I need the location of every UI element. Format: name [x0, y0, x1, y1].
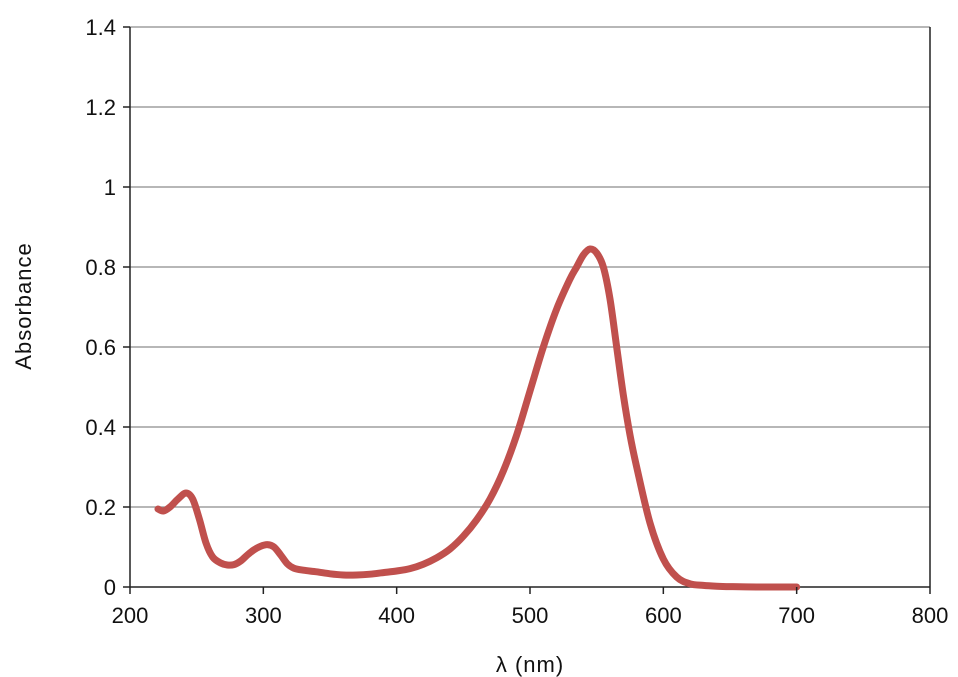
y-tick-label: 0.6 [85, 335, 116, 360]
y-tick-label: 0.4 [85, 415, 116, 440]
x-axis-label: λ (nm) [496, 652, 564, 677]
x-tick-label: 700 [778, 603, 815, 628]
y-tick-label: 1.2 [85, 95, 116, 120]
x-tick-label: 300 [245, 603, 282, 628]
y-tick-label: 1.4 [85, 15, 116, 40]
x-tick-label: 600 [645, 603, 682, 628]
y-tick-label: 1 [104, 175, 116, 200]
y-tick-label: 0.8 [85, 255, 116, 280]
y-tick-label: 0 [104, 575, 116, 600]
y-tick-label: 0.2 [85, 495, 116, 520]
grid-layer [130, 26, 930, 508]
label-layer: λ (nm) Absorbance [11, 242, 564, 677]
series-layer [154, 245, 801, 591]
x-tick-label: 800 [912, 603, 949, 628]
tick-layer: 0 0.2 0.4 0.6 0.8 1 1.2 1.4 200 300 400 500 600 700 80… [85, 15, 948, 628]
y-axis-label: Absorbance [11, 242, 36, 369]
x-tick-label: 500 [512, 603, 549, 628]
absorbance-series-line [154, 245, 801, 591]
x-tick-label: 400 [378, 603, 415, 628]
plot-frame [129, 27, 931, 588]
x-tick-label: 200 [112, 603, 149, 628]
